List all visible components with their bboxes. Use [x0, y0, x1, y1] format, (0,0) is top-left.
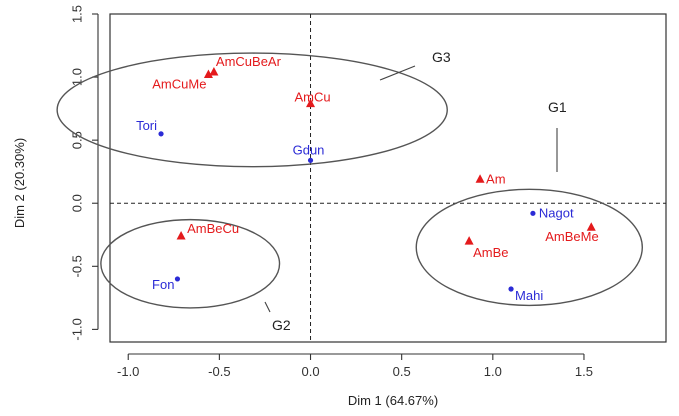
- point-marker-amcubear: [209, 67, 219, 76]
- point-label-ambe: AmBe: [473, 245, 508, 260]
- point-marker-ambe: [464, 236, 474, 245]
- reference-lines: [110, 14, 666, 342]
- x-tick-label: -0.5: [208, 364, 230, 379]
- group-leader-line: [379, 65, 416, 81]
- y-tick-label: -1.0: [69, 318, 84, 340]
- point-marker-gdun: [307, 157, 314, 163]
- point-label-amcu: AmCu: [294, 90, 330, 105]
- point-marker-am: [475, 174, 485, 183]
- point-label-ambecu: AmBeCu: [187, 221, 239, 236]
- y-tick-label: 0.5: [69, 131, 84, 149]
- group-ellipse-g2: [100, 218, 281, 309]
- point-label-am: Am: [486, 171, 506, 186]
- x-tick-label: -1.0: [117, 364, 139, 379]
- x-tick-label: 1.0: [484, 364, 502, 379]
- group-leader-line: [264, 301, 271, 313]
- point-marker-ambeme: [586, 222, 596, 231]
- point-label-gdun: Gdun: [293, 142, 325, 157]
- y-tick-label: 1.5: [69, 5, 84, 23]
- group-label-g2: G2: [272, 317, 291, 333]
- data-points: AmCuBeAr AmCuMe AmCu AmBeCu Am AmBeMe AmBe Tori…: [136, 54, 599, 303]
- point-label-ambeme: AmBeMe: [545, 229, 598, 244]
- point-label-nagot: Nagot: [539, 205, 574, 220]
- group-ellipses: G1 G2 G3: [56, 49, 644, 333]
- y-axis-title: Dim 2 (20.30%): [12, 138, 27, 228]
- point-label-amcume: AmCuMe: [152, 77, 206, 92]
- group-label-g1: G1: [548, 99, 567, 115]
- group-ellipse-g3: [56, 52, 448, 168]
- x-tick-label: 0.5: [393, 364, 411, 379]
- point-label-amcubear: AmCuBeAr: [216, 54, 282, 69]
- x-tick-label: 1.5: [575, 364, 593, 379]
- point-marker-tori: [158, 131, 164, 137]
- x-axis-title: Dim 1 (64.67%): [348, 393, 438, 408]
- point-marker-mahi: [508, 286, 514, 292]
- point-marker-fon: [174, 276, 181, 282]
- axis-ticks: -1.0 -0.5 0.0 0.5 1.0 1.5 -1.0 -0.5 0.0 0.5 1.0 1.5: [69, 5, 593, 379]
- point-label-fon: Fon: [152, 277, 174, 292]
- y-tick-label: 1.0: [69, 68, 84, 86]
- point-marker-amcu: [306, 98, 316, 108]
- y-tick-label: -0.5: [69, 255, 84, 277]
- point-label-mahi: Mahi: [515, 288, 543, 303]
- group-ellipse-g1: [415, 188, 644, 307]
- point-label-tori: Tori: [136, 118, 157, 133]
- x-tick-label: 0.0: [301, 364, 319, 379]
- point-marker-amcume: [203, 69, 213, 79]
- y-tick-label: 0.0: [69, 194, 84, 212]
- point-marker-ambecu: [176, 231, 186, 240]
- plot-frame: [109, 13, 667, 343]
- group-label-g3: G3: [432, 49, 451, 65]
- point-marker-nagot: [530, 210, 536, 216]
